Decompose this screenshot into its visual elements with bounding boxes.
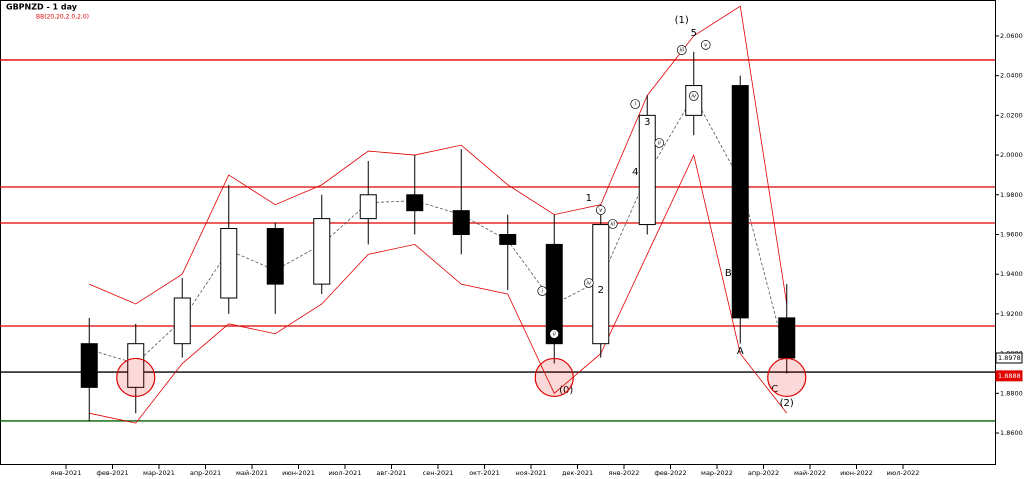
wave-label: v xyxy=(599,208,603,214)
plot-frame xyxy=(0,0,996,465)
wave-label: i xyxy=(541,289,543,295)
y-tick-label: 1.9600 xyxy=(1000,230,1023,238)
wave-label: (0) xyxy=(559,385,573,396)
wave-label: v xyxy=(704,42,708,48)
wave-label: 1 xyxy=(586,193,592,204)
candle-body xyxy=(266,228,284,285)
x-tick-label: дек-2021 xyxy=(562,469,593,477)
y-tick-label: 1.9800 xyxy=(1000,191,1023,199)
wave-label: 2 xyxy=(598,285,604,296)
x-tick-label: апр-2021 xyxy=(190,469,221,477)
candle-body xyxy=(173,297,191,345)
wave-circle xyxy=(630,99,641,109)
band-line xyxy=(89,5,788,305)
highlight-circle xyxy=(116,357,156,398)
x-tick-label: мар-2022 xyxy=(701,469,733,477)
wave-circle xyxy=(595,205,606,215)
candle-body xyxy=(359,194,377,220)
wave-label: B xyxy=(725,268,732,279)
candle-body xyxy=(452,210,470,235)
wave-circle xyxy=(549,329,560,339)
wave-circle xyxy=(688,91,699,101)
wave-label: iii xyxy=(610,221,615,227)
x-tick-label: апр-2022 xyxy=(748,469,779,477)
wave-circle xyxy=(676,45,687,55)
x-tick-label: июн-2021 xyxy=(282,469,315,477)
y-tick-label: 2.0200 xyxy=(1000,111,1023,119)
x-tick-label: янв-2022 xyxy=(609,469,640,477)
candle-body xyxy=(545,243,563,345)
y-tick-label: 1.9200 xyxy=(1000,310,1023,318)
price-label: 1.8888 xyxy=(998,372,1021,380)
y-tick-label: 1.9400 xyxy=(1000,270,1023,278)
wave-label: iv xyxy=(691,93,697,99)
wave-circle xyxy=(537,286,548,296)
wave-circle xyxy=(654,138,665,148)
wave-label: 4 xyxy=(632,167,638,178)
candle-body xyxy=(406,194,424,212)
wave-circle xyxy=(583,278,594,288)
x-tick-label: янв-2021 xyxy=(51,469,82,477)
wave-circle xyxy=(700,40,711,50)
wave-label: ii xyxy=(658,140,662,146)
price-label: 1.8978 xyxy=(998,354,1021,362)
candle-body xyxy=(127,343,145,388)
wave-label: (2) xyxy=(780,398,794,409)
y-tick-label: 2.0000 xyxy=(1000,151,1023,159)
x-tick-label: май-2022 xyxy=(794,469,826,477)
y-tick-label: 2.0600 xyxy=(1000,32,1023,40)
candle-body xyxy=(778,317,796,359)
wave-label: iii xyxy=(679,48,684,54)
wave-circle xyxy=(607,219,618,229)
price-label-box xyxy=(995,352,1023,364)
band-line xyxy=(89,94,788,364)
wave-label: 3 xyxy=(644,117,650,128)
x-tick-label: фев-2022 xyxy=(654,469,686,477)
y-tick-label: 1.8600 xyxy=(1000,429,1023,437)
wave-label: iv xyxy=(586,280,592,286)
candle-body xyxy=(638,114,656,226)
x-tick-label: мар-2021 xyxy=(143,469,175,477)
candle-body xyxy=(80,343,98,388)
x-tick-label: май-2021 xyxy=(236,469,268,477)
wave-label: i xyxy=(634,102,636,108)
x-tick-label: фев-2021 xyxy=(96,469,128,477)
candle-body xyxy=(499,233,517,245)
highlight-circle xyxy=(767,357,807,398)
y-tick-label: 2.0400 xyxy=(1000,72,1023,80)
candle-body xyxy=(220,228,238,299)
x-tick-label: июл-2021 xyxy=(329,469,362,477)
candle-body xyxy=(313,218,331,285)
y-tick-label: 1.8800 xyxy=(1000,389,1023,397)
x-tick-label: окт-2021 xyxy=(469,469,500,477)
wave-label: ii xyxy=(553,331,557,337)
indicator-label: BB(20,20,2.0,2,0) xyxy=(36,14,89,21)
x-tick-label: авг-2021 xyxy=(376,469,406,477)
band-line xyxy=(89,153,788,424)
wave-label: A xyxy=(737,346,744,357)
x-tick-label: сен-2021 xyxy=(423,469,454,477)
wave-label: (1) xyxy=(675,15,689,26)
wave-label: C xyxy=(771,384,778,395)
chart-title: GBPNZD - 1 day xyxy=(6,3,78,12)
wave-label: 5 xyxy=(691,28,697,39)
x-tick-label: ноя-2021 xyxy=(515,469,546,477)
x-tick-label: июл-2022 xyxy=(887,469,920,477)
x-tick-label: июн-2022 xyxy=(840,469,873,477)
price-label-box xyxy=(995,370,1023,382)
highlight-circle xyxy=(534,357,574,398)
candle-body xyxy=(731,85,749,319)
